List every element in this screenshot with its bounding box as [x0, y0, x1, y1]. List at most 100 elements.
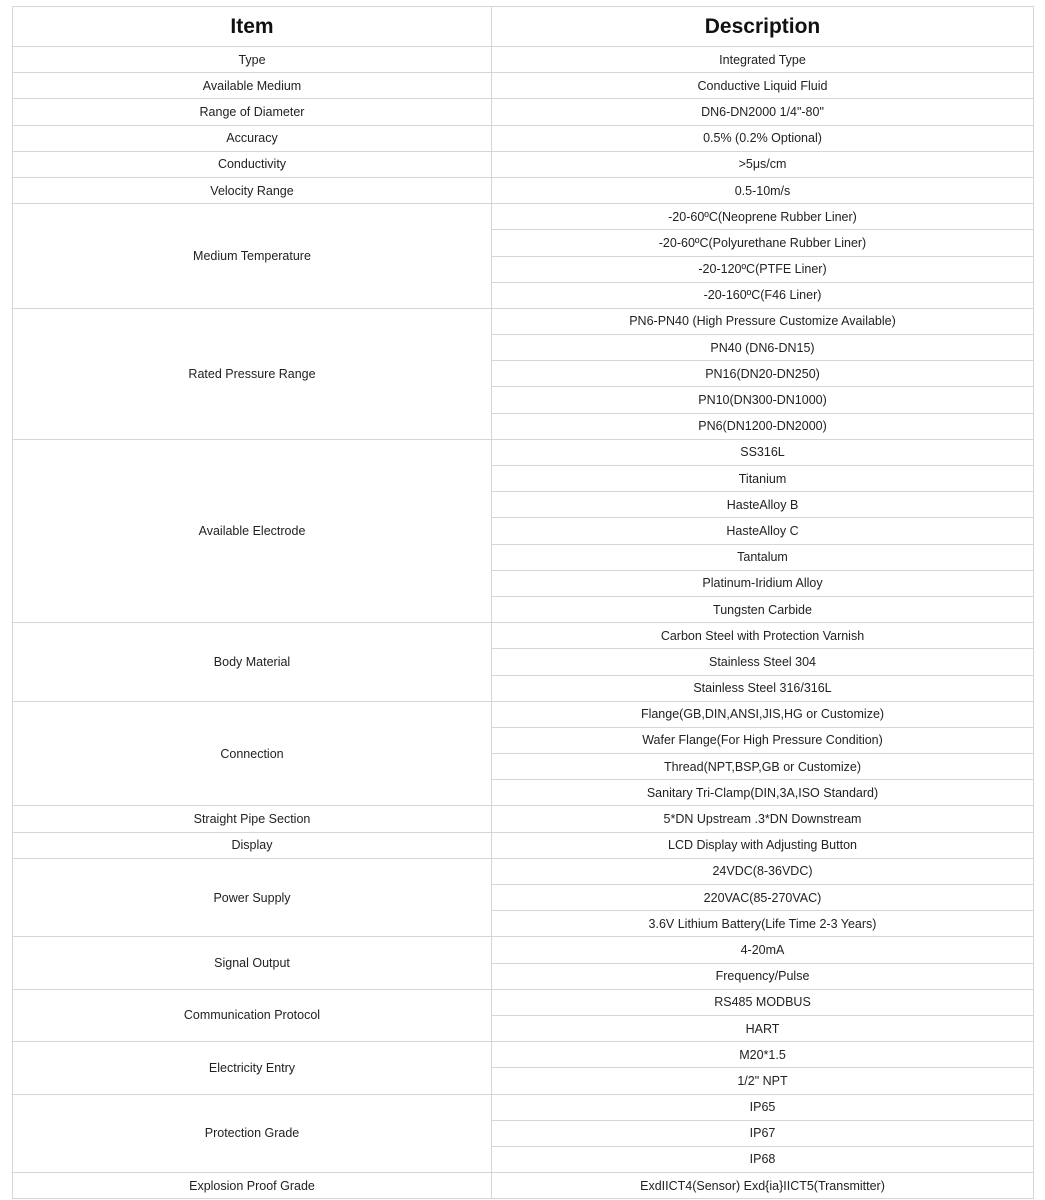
description-cell: Conductive Liquid Fluid — [491, 72, 1034, 100]
table-row: Accuracy 0.5% (0.2% Optional) — [12, 124, 1034, 152]
description-cell: 1/2" NPT — [491, 1067, 1034, 1095]
description-cell: Frequency/Pulse — [491, 962, 1034, 990]
description-cell: HasteAlloy C — [491, 517, 1034, 545]
description-cell: -20-120ºC(PTFE Liner) — [491, 255, 1034, 283]
description-cell: PN10(DN300-DN1000) — [491, 386, 1034, 414]
item-cell: Medium Temperature — [12, 203, 492, 309]
item-cell: Explosion Proof Grade — [12, 1172, 492, 1200]
item-cell: Communication Protocol — [12, 988, 492, 1043]
table-row: Available Medium Conductive Liquid Fluid — [12, 72, 1034, 100]
item-cell: Type — [12, 45, 492, 74]
table-row: Rated Pressure Range PN6-PN40 (High Press… — [12, 307, 1034, 440]
table-row: Tantalum — [13, 543, 1034, 571]
description-cell: PN16(DN20-DN250) — [491, 360, 1034, 388]
item-cell: Connection — [12, 700, 492, 807]
description-cell: Platinum-Iridium Alloy — [491, 569, 1034, 597]
description-cell: DN6-DN2000 1/4"-80" — [491, 98, 1034, 126]
table-row: Straight Pipe Section 5*DN Upstream .3*DN… — [12, 805, 1034, 833]
description-cell: 3.6V Lithium Battery(Life Time 2-3 Years… — [491, 910, 1034, 938]
spec-table: Item Description Type Integrated Type Avai… — [12, 6, 1034, 1200]
table-row: PN6(DN1200-DN2000) — [13, 412, 1034, 440]
table-row: Communication Protocol RS485 MODBUS — [12, 988, 1034, 1043]
header-item: Item — [12, 6, 492, 47]
description-cell: M20*1.5 — [491, 1041, 1034, 1069]
table-row: Available Electrode SS316L — [12, 438, 1034, 624]
item-cell: Available Electrode — [12, 438, 492, 624]
table-row: Explosion Proof Grade ExdIICT4(Sensor) Ex… — [12, 1172, 1034, 1200]
description-cell: PN40 (DN6-DN15) — [491, 334, 1034, 362]
description-cell: Stainless Steel 316/316L — [491, 674, 1034, 702]
item-cell: Power Supply — [12, 857, 492, 938]
description-cell: Integrated Type — [491, 45, 1034, 74]
table-row: PN10(DN300-DN1000) — [13, 386, 1034, 414]
table-row: Stainless Steel 304 — [13, 648, 1034, 676]
item-cell: Protection Grade — [12, 1093, 492, 1174]
description-cell: PN6-PN40 (High Pressure Customize Availa… — [491, 307, 1034, 336]
description-cell: 220VAC(85-270VAC) — [491, 883, 1034, 912]
table-row: -20-60ºC(Polyurethane Rubber Liner) — [13, 229, 1034, 257]
description-cell: Carbon Steel with Protection Varnish — [491, 622, 1034, 650]
table-row: 3.6V Lithium Battery(Life Time 2-3 Years… — [13, 910, 1034, 938]
table-row: Medium Temperature -20-60ºC(Neoprene Rubb… — [12, 203, 1034, 309]
item-cell: Electricity Entry — [12, 1041, 492, 1095]
item-cell: Accuracy — [12, 124, 492, 152]
item-cell: Conductivity — [12, 150, 492, 178]
description-cell: -20-60ºC(Polyurethane Rubber Liner) — [491, 229, 1034, 257]
description-cell: Tantalum — [491, 543, 1034, 571]
table-row: Thread(NPT,BSP,GB or Customize) — [13, 753, 1034, 781]
description-cell: LCD Display with Adjusting Button — [491, 831, 1034, 859]
table-row: Display LCD Display with Adjusting Button — [12, 831, 1034, 859]
description-cell: HasteAlloy B — [491, 491, 1034, 519]
description-cell: HART — [491, 1014, 1034, 1043]
description-cell: PN6(DN1200-DN2000) — [491, 412, 1034, 440]
table-row: PN40 (DN6-DN15) — [13, 334, 1034, 362]
description-cell: Wafer Flange(For High Pressure Condition… — [491, 726, 1034, 755]
table-row: -20-120ºC(PTFE Liner) — [13, 255, 1034, 283]
description-cell: 24VDC(8-36VDC) — [491, 857, 1034, 886]
table-row: Electricity Entry M20*1.5 — [12, 1041, 1034, 1095]
table-row: Connection Flange(GB,DIN,ANSI,JIS,HG or C… — [12, 700, 1034, 807]
table-row: Protection Grade IP65 — [12, 1093, 1034, 1174]
table-row: Tungsten Carbide — [13, 595, 1034, 624]
description-cell: -20-160ºC(F46 Liner) — [491, 281, 1034, 309]
table-row: Body Material Carbon Steel with Protectio… — [12, 622, 1034, 702]
table-row: Wafer Flange(For High Pressure Condition… — [13, 726, 1034, 755]
description-cell: >5μs/cm — [491, 150, 1034, 178]
description-cell: 5*DN Upstream .3*DN Downstream — [491, 805, 1034, 833]
description-cell: Stainless Steel 304 — [491, 648, 1034, 676]
description-cell: RS485 MODBUS — [491, 988, 1034, 1016]
description-cell: SS316L — [491, 438, 1034, 467]
table-row: Stainless Steel 316/316L — [13, 674, 1034, 702]
item-cell: Available Medium — [12, 72, 492, 100]
description-cell: IP65 — [491, 1093, 1034, 1121]
table-row: Conductivity >5μs/cm — [12, 150, 1034, 178]
description-cell: IP67 — [491, 1119, 1034, 1147]
table-row: Type Integrated Type — [12, 45, 1034, 74]
description-cell: IP68 — [491, 1145, 1034, 1174]
item-cell: Range of Diameter — [12, 98, 492, 126]
table-row: Platinum-Iridium Alloy — [13, 569, 1034, 597]
item-cell: Rated Pressure Range — [12, 307, 492, 440]
item-cell: Display — [12, 831, 492, 859]
item-cell: Body Material — [12, 622, 492, 702]
description-cell: Sanitary Tri-Clamp(DIN,3A,ISO Standard) — [491, 779, 1034, 807]
spec-table-body: Type Integrated Type Available Medium Condu… — [12, 45, 1034, 1200]
table-row: Signal Output 4-20mA — [12, 936, 1034, 990]
item-cell: Velocity Range — [12, 176, 492, 205]
table-row: Velocity Range 0.5-10m/s — [12, 176, 1034, 205]
table-row: HasteAlloy B — [13, 491, 1034, 519]
description-cell: Tungsten Carbide — [491, 595, 1034, 624]
table-row: Frequency/Pulse — [13, 962, 1034, 990]
table-row: Range of Diameter DN6-DN2000 1/4"-80" — [12, 98, 1034, 126]
table-row: HasteAlloy C — [13, 517, 1034, 545]
description-cell: -20-60ºC(Neoprene Rubber Liner) — [491, 203, 1034, 231]
item-cell: Straight Pipe Section — [12, 805, 492, 833]
table-row: Titanium — [13, 464, 1034, 493]
description-cell: Titanium — [491, 464, 1034, 493]
header-description: Description — [491, 6, 1034, 47]
description-cell: Thread(NPT,BSP,GB or Customize) — [491, 753, 1034, 781]
item-cell: Signal Output — [12, 936, 492, 990]
table-row: Power Supply 24VDC(8-36VDC) — [12, 857, 1034, 938]
description-cell: ExdIICT4(Sensor) Exd{ia}IICT5(Transmitte… — [491, 1172, 1034, 1200]
table-row: IP67 — [13, 1119, 1034, 1147]
